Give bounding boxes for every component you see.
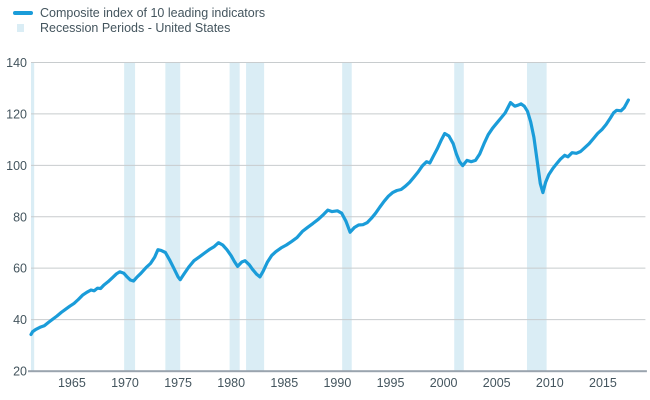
y-axis-tick-label: 60: [13, 262, 27, 276]
chart-legend: Composite index of 10 leading indicators…: [13, 6, 265, 36]
swatch-column: [13, 11, 40, 15]
recession-band-swatch: [16, 24, 24, 32]
x-axis-tick-label: 1980: [217, 376, 245, 390]
y-axis-tick-label: 100: [6, 159, 27, 173]
x-axis-tick-label: 1975: [164, 376, 192, 390]
y-axis-tick-label: 140: [6, 56, 27, 70]
x-axis-tick-label: 1965: [58, 376, 86, 390]
legend-item-line-series: Composite index of 10 leading indicators: [13, 6, 265, 20]
legend-label-line-series: Composite index of 10 leading indicators: [40, 6, 266, 20]
y-axis-tick-label: 20: [13, 365, 27, 379]
y-axis-tick-label: 120: [6, 107, 27, 121]
x-axis-tick-label: 2005: [483, 376, 511, 390]
y-axis-tick-label: 80: [13, 210, 27, 224]
x-axis-tick-label: 1970: [111, 376, 139, 390]
swatch-column: [13, 24, 40, 32]
x-axis-tick-label: 1985: [270, 376, 298, 390]
legend-item-recession-periods: Recession Periods - United States: [13, 21, 265, 35]
line-series-swatch: [13, 11, 33, 15]
x-axis-tick-label: 2000: [430, 376, 458, 390]
index-line-series: [29, 98, 631, 337]
x-axis-line: [28, 370, 647, 373]
x-axis-tick-label: 2015: [589, 376, 617, 390]
legend-label-recession-periods: Recession Periods - United States: [40, 21, 231, 35]
x-axis-tick-label: 1990: [323, 376, 351, 390]
x-axis-tick-label: 2010: [536, 376, 564, 390]
y-axis-tick-label: 40: [13, 313, 27, 327]
x-axis-tick-label: 1995: [377, 376, 405, 390]
